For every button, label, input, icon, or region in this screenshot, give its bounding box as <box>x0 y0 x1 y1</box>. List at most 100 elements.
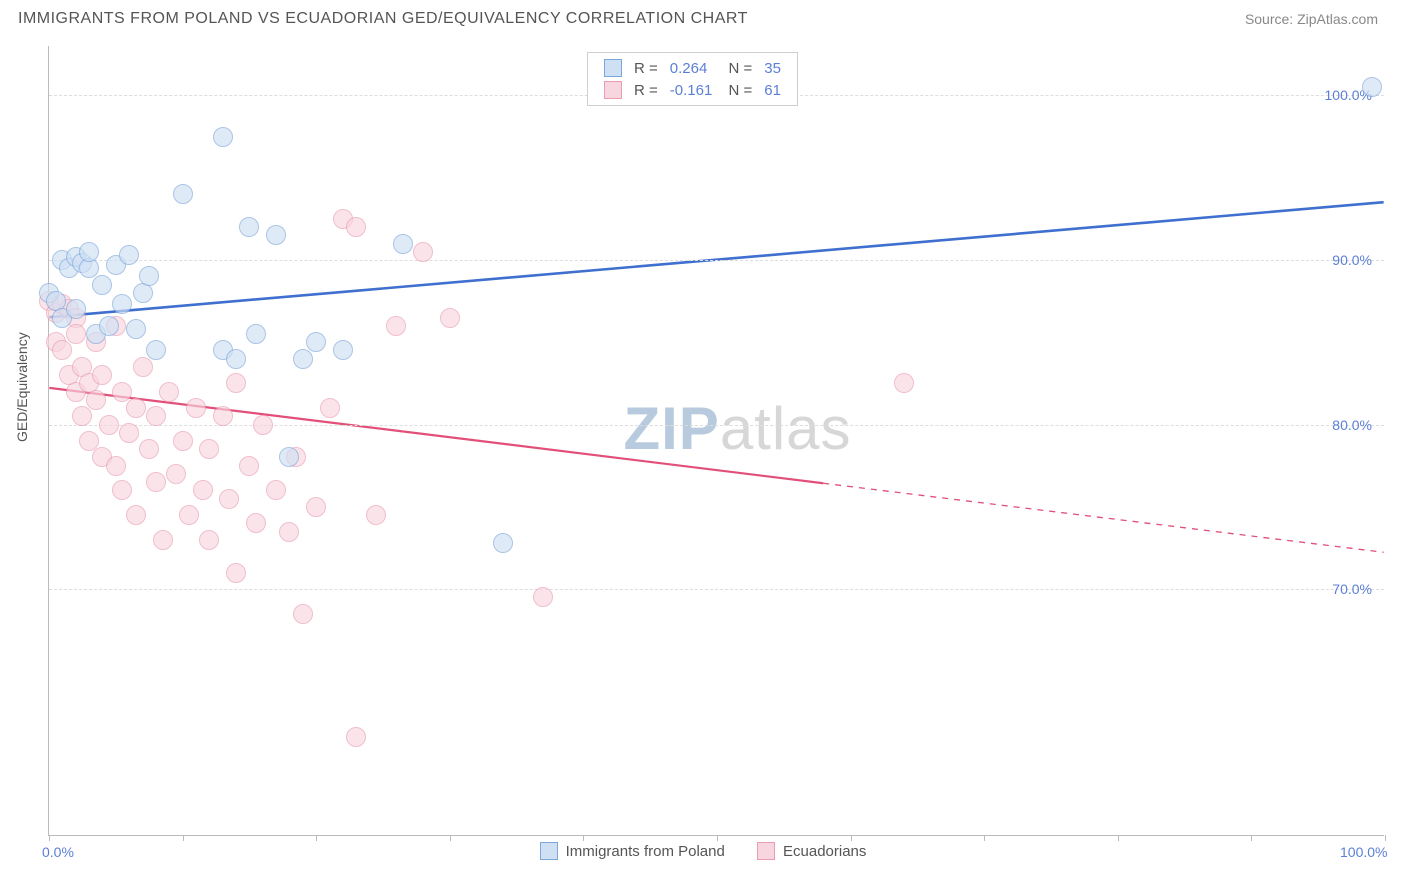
data-point <box>293 604 313 624</box>
data-point <box>112 480 132 500</box>
swatch-icon <box>540 842 558 860</box>
data-point <box>166 464 186 484</box>
data-point <box>133 357 153 377</box>
x-tick <box>1251 835 1252 841</box>
data-point <box>66 324 86 344</box>
legend-row: R = 0.264 N = 35 <box>598 57 787 79</box>
gridline-h <box>49 260 1384 261</box>
data-point <box>239 456 259 476</box>
trendline-dashed <box>823 483 1383 552</box>
legend-row: R = -0.161 N = 61 <box>598 79 787 101</box>
data-point <box>139 266 159 286</box>
data-point <box>99 316 119 336</box>
data-point <box>1362 77 1382 97</box>
data-point <box>72 406 92 426</box>
data-point <box>493 533 513 553</box>
r-value: 0.264 <box>664 57 719 79</box>
data-point <box>239 217 259 237</box>
data-point <box>266 225 286 245</box>
swatch-icon <box>604 59 622 77</box>
data-point <box>213 127 233 147</box>
data-point <box>386 316 406 336</box>
data-point <box>159 382 179 402</box>
data-point <box>79 431 99 451</box>
y-axis-label: GED/Equivalency <box>14 332 30 442</box>
swatch-icon <box>757 842 775 860</box>
data-point <box>246 513 266 533</box>
watermark: ZIPatlas <box>623 394 851 463</box>
data-point <box>346 217 366 237</box>
r-value: -0.161 <box>664 79 719 101</box>
x-tick <box>717 835 718 841</box>
data-point <box>99 415 119 435</box>
x-tick-label: 0.0% <box>42 844 74 860</box>
data-point <box>199 530 219 550</box>
x-tick <box>851 835 852 841</box>
data-point <box>179 505 199 525</box>
x-tick-label: 100.0% <box>1340 844 1387 860</box>
legend-label: Ecuadorians <box>783 843 866 860</box>
swatch-icon <box>604 81 622 99</box>
watermark-part2: atlas <box>720 394 852 463</box>
n-value: 35 <box>758 57 787 79</box>
data-point <box>153 530 173 550</box>
data-point <box>146 340 166 360</box>
data-point <box>126 505 146 525</box>
data-point <box>52 340 72 360</box>
data-point <box>126 319 146 339</box>
data-point <box>393 234 413 254</box>
y-tick-label: 80.0% <box>1332 417 1372 433</box>
data-point <box>346 727 366 747</box>
data-point <box>226 349 246 369</box>
data-point <box>106 456 126 476</box>
data-point <box>92 365 112 385</box>
x-tick <box>450 835 451 841</box>
data-point <box>219 489 239 509</box>
data-point <box>193 480 213 500</box>
data-point <box>413 242 433 262</box>
data-point <box>894 373 914 393</box>
data-point <box>119 245 139 265</box>
y-tick-label: 70.0% <box>1332 581 1372 597</box>
data-point <box>320 398 340 418</box>
data-point <box>440 308 460 328</box>
legend-label: Immigrants from Poland <box>566 843 725 860</box>
x-tick <box>183 835 184 841</box>
data-point <box>146 472 166 492</box>
data-point <box>246 324 266 344</box>
data-point <box>119 423 139 443</box>
data-point <box>533 587 553 607</box>
n-value: 61 <box>758 79 787 101</box>
data-point <box>146 406 166 426</box>
plot-area: ZIPatlas 70.0%80.0%90.0%100.0% R = 0.264… <box>48 46 1384 836</box>
x-tick <box>49 835 50 841</box>
data-point <box>333 340 353 360</box>
x-tick <box>984 835 985 841</box>
x-tick <box>316 835 317 841</box>
x-tick <box>583 835 584 841</box>
x-tick <box>1385 835 1386 841</box>
data-point <box>213 406 233 426</box>
data-point <box>112 294 132 314</box>
data-point <box>92 275 112 295</box>
gridline-h <box>49 425 1384 426</box>
data-point <box>86 390 106 410</box>
source-label: Source: ZipAtlas.com <box>1245 11 1378 27</box>
data-point <box>306 332 326 352</box>
trendlines-svg <box>49 46 1384 835</box>
data-point <box>226 373 246 393</box>
chart-title: IMMIGRANTS FROM POLAND VS ECUADORIAN GED… <box>18 10 748 28</box>
correlation-legend: R = 0.264 N = 35 R = -0.161 N = 61 <box>587 52 798 106</box>
trendline-solid <box>49 388 823 483</box>
series-legend: Immigrants from Poland Ecuadorians <box>18 842 1388 864</box>
data-point <box>266 480 286 500</box>
data-point <box>279 447 299 467</box>
data-point <box>66 299 86 319</box>
data-point <box>186 398 206 418</box>
data-point <box>112 382 132 402</box>
data-point <box>366 505 386 525</box>
data-point <box>199 439 219 459</box>
chart-container: GED/Equivalency ZIPatlas 70.0%80.0%90.0%… <box>18 42 1388 882</box>
data-point <box>173 184 193 204</box>
data-point <box>226 563 246 583</box>
